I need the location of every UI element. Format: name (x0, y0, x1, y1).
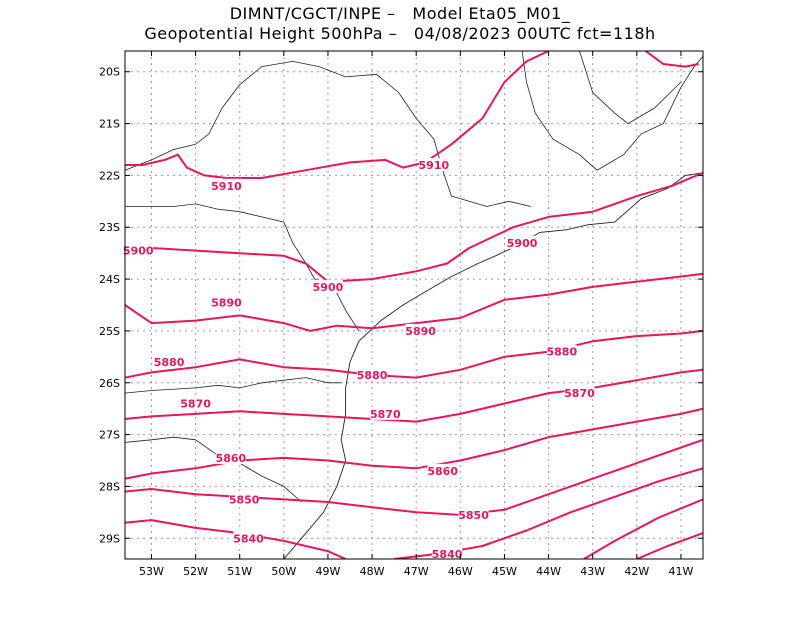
x-tick-label: 42W (624, 565, 649, 578)
y-tick-label: 28S (99, 480, 120, 493)
state-boundary (125, 60, 531, 207)
axes: 53W 52W 51W 50W 49W 48W 47W 46W 45W 44W 43W 42W 41W 2… (99, 51, 703, 578)
y-tick-label: 22S (99, 169, 120, 182)
contour-label: 5900 (313, 281, 344, 294)
contour-labels: 5910 5910 5900 5900 5900 5890 5890 5880 5880 5880… (123, 158, 595, 561)
title-line-2: Geopotential Height 500hPa – 04/08/2023 … (144, 24, 656, 43)
contour-label: 5870 (564, 387, 595, 400)
y-tick-label: 27S (99, 429, 120, 442)
x-tick-label: 43W (580, 565, 605, 578)
contour-label-bg (546, 344, 577, 358)
contour-label: 5900 (507, 237, 538, 250)
state-boundary (579, 51, 682, 125)
contour-label-bg (180, 396, 211, 410)
y-tick-label: 23S (99, 221, 120, 234)
geographic-boundaries (125, 51, 703, 559)
x-tick-label: 53W (139, 565, 164, 578)
y-tick-label: 21S (99, 118, 120, 131)
contour-label: 5850 (229, 493, 260, 506)
contour-label-bg (507, 235, 538, 249)
x-tick-label: 41W (669, 565, 694, 578)
coastline (283, 172, 703, 559)
contour-label-bg (154, 355, 185, 369)
x-tick-label: 45W (492, 565, 517, 578)
y-tick-label: 24S (99, 273, 120, 286)
x-tick-label: 49W (316, 565, 341, 578)
y-tick-label: 29S (99, 532, 120, 545)
contour-label-bg (357, 367, 388, 381)
contour-label-bg (233, 531, 264, 545)
contour-label-bg (405, 323, 436, 337)
contour-label-bg (564, 386, 595, 400)
x-tick-label: 51W (227, 565, 252, 578)
contour-label-bg (458, 507, 489, 521)
contour-label: 5860 (216, 452, 247, 465)
contour-label-bg (229, 492, 260, 506)
contour-label: 5910 (419, 159, 450, 172)
state-boundary (521, 51, 703, 171)
x-tick-label: 44W (536, 565, 561, 578)
contour-line-5900 (125, 171, 703, 283)
state-boundary (125, 203, 360, 332)
contour-label-bg (211, 178, 242, 192)
contour-label: 5850 (458, 509, 489, 522)
contour-label: 5880 (154, 356, 185, 369)
contour-label-bg (123, 243, 154, 257)
state-boundary (125, 436, 302, 503)
contour-line-5910 (125, 51, 550, 179)
y-tick-label: 25S (99, 325, 120, 338)
contour-label-bg (370, 406, 401, 420)
contour-label: 5870 (180, 397, 211, 410)
contour-line-5890 (125, 272, 703, 332)
contour-label: 5880 (546, 346, 577, 359)
contour-line-5820 (636, 532, 703, 559)
contour-label-bg (215, 450, 246, 464)
contour-label-bg (211, 295, 242, 309)
contour-label: 5910 (211, 180, 242, 193)
contour-label: 5860 (427, 465, 458, 478)
contour-line-5880 (125, 329, 703, 379)
contour-line-5830 (583, 498, 703, 559)
contour-label: 5880 (357, 369, 388, 382)
x-tick-label: 46W (448, 565, 473, 578)
x-tick-label: 50W (271, 565, 296, 578)
contour-line-5870 (125, 368, 703, 423)
y-tick-label: 20S (99, 66, 120, 79)
contour-label: 5840 (233, 532, 264, 545)
contour-label-bg (312, 279, 343, 293)
contour-label: 5890 (211, 296, 242, 309)
state-boundary (125, 377, 342, 394)
x-tick-label: 52W (183, 565, 208, 578)
contour-label: 5870 (370, 408, 401, 421)
contour-label: 5840 (432, 548, 463, 561)
contour-label-bg (418, 158, 449, 172)
y-tick-label: 26S (99, 377, 120, 390)
contour-line-5850 (125, 438, 703, 516)
title-line-1: DIMNT/CGCT/INPE – Model Eta05_M01_ (229, 4, 571, 23)
contour-label: 5890 (405, 325, 436, 338)
contour-label-bg (432, 546, 463, 560)
x-tick-label: 47W (404, 565, 429, 578)
contour-label-bg (427, 463, 458, 477)
contour-label: 5900 (123, 245, 154, 258)
x-tick-label: 48W (360, 565, 385, 578)
contour-line-5860 (125, 407, 703, 480)
plot-frame (124, 50, 704, 560)
contour-line-5910 (645, 51, 699, 68)
